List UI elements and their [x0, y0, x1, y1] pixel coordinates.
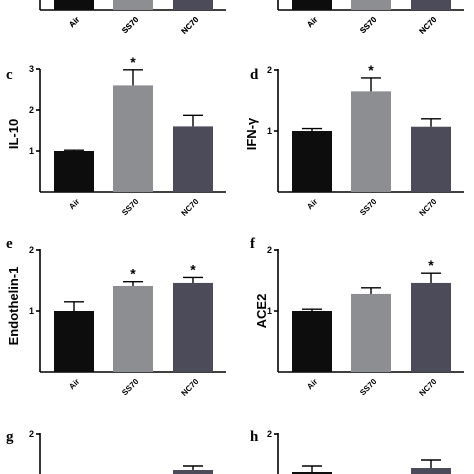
- panel-f-bar-air: [292, 311, 332, 372]
- panel-c-ytick-label: 3: [29, 64, 34, 74]
- panel-d-ylabel: IFN-γ: [244, 117, 259, 150]
- panel-d-ytick-label: 2: [267, 65, 272, 75]
- panel-c-category-air: Air: [67, 197, 81, 211]
- panel-c-ytick-label: 1: [29, 146, 34, 156]
- panel-d-bar-air: [292, 131, 332, 192]
- panel-g-ytick-label: 2: [29, 429, 34, 439]
- panel-e-sig-star-ss70: *: [130, 266, 136, 282]
- panel-d-category-ss70: SS70: [358, 197, 379, 218]
- panel-c-category-nc70: NC70: [180, 197, 201, 218]
- panel-e-bar-air: [54, 311, 94, 372]
- panel-f-bar-ss70: [351, 293, 391, 372]
- panel-e-bar-ss70: [113, 285, 153, 372]
- panel-c-sig-star-ss70: *: [130, 54, 136, 70]
- panel-d-letter: d: [250, 67, 259, 83]
- panel-c-ylabel: IL-10: [6, 119, 21, 149]
- panel-e-bar-nc70: [173, 282, 213, 372]
- panel-e-category-ss70: SS70: [120, 377, 141, 398]
- panel-e-ytick-label: 1: [29, 306, 34, 316]
- panel-c-ytick-label: 2: [29, 105, 34, 115]
- panel-f-category-ss70: SS70: [358, 377, 379, 398]
- panel-d-category-air: Air: [305, 197, 319, 211]
- panel-b-bar-nc70: [411, 0, 451, 10]
- panel-f-category-nc70: NC70: [418, 377, 439, 398]
- panel-e-category-air: Air: [67, 377, 81, 391]
- panel-c-bar-air: [54, 151, 94, 192]
- panel-h-ytick-label: 2: [267, 429, 272, 439]
- panel-h-letter: h: [250, 429, 259, 445]
- panel-b-bar-air: [292, 0, 332, 10]
- panel-a-category-ss70: SS70: [120, 15, 141, 36]
- panel-e-category-nc70: NC70: [180, 377, 201, 398]
- panel-f-bar-nc70: [411, 282, 451, 372]
- panel-c-bar-nc70: [173, 126, 213, 192]
- panel-a-category-nc70: NC70: [180, 15, 201, 36]
- panel-e-sig-star-nc70: *: [190, 261, 196, 277]
- panel-g-bar-nc70: [173, 470, 213, 474]
- panel-e-letter: e: [6, 236, 13, 252]
- panel-g-letter: g: [6, 429, 14, 445]
- panel-a-bar-ss70: [113, 0, 153, 10]
- panel-a-bar-air: [54, 0, 94, 10]
- panel-a-category-air: Air: [67, 15, 81, 29]
- panel-c-bar-ss70: [113, 85, 153, 192]
- panel-h-bar-nc70: [411, 468, 451, 474]
- panel-e-ytick-label: 2: [29, 245, 34, 255]
- panel-c-category-ss70: SS70: [120, 197, 141, 218]
- panel-f-category-air: Air: [305, 377, 319, 391]
- panel-f-letter: f: [250, 236, 256, 252]
- panel-d-category-nc70: NC70: [418, 197, 439, 218]
- panel-d-sig-star-ss70: *: [368, 62, 374, 78]
- panel-f-ylabel: ACE2: [254, 294, 269, 329]
- panel-d-bar-nc70: [411, 126, 451, 192]
- panel-c-letter: c: [6, 67, 13, 83]
- panel-b-bar-ss70: [351, 0, 391, 10]
- panel-b-category-ss70: SS70: [358, 15, 379, 36]
- panel-f-ytick-label: 2: [267, 245, 272, 255]
- panel-h-bar-air: [292, 472, 332, 474]
- panel-f-ytick-label: 1: [267, 306, 272, 316]
- panel-b-category-nc70: NC70: [418, 15, 439, 36]
- panel-e-ylabel: Endothelin-1: [6, 267, 21, 346]
- panel-b-category-air: Air: [305, 15, 319, 29]
- panel-d-ytick-label: 1: [267, 126, 272, 136]
- panel-f-sig-star-nc70: *: [428, 257, 434, 273]
- panel-a-bar-nc70: [173, 0, 213, 10]
- panel-d-bar-ss70: [351, 91, 391, 192]
